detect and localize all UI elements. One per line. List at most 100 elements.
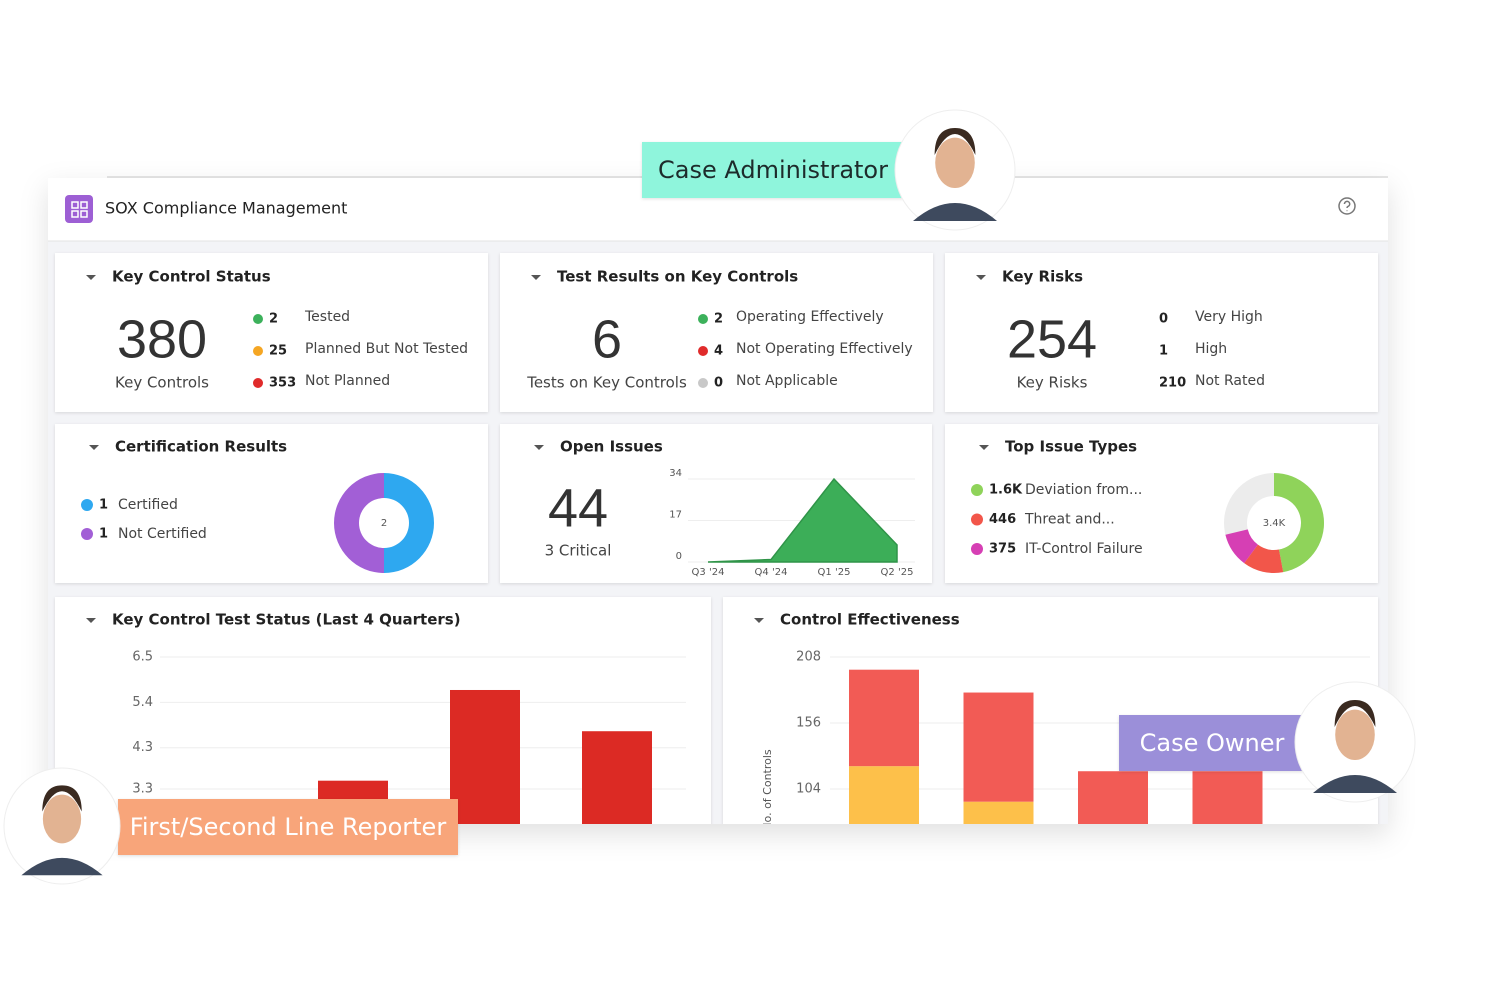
item-label: Not Operating Effectively [736,341,913,357]
legend-dot [698,314,708,324]
donut-segment [334,473,384,573]
y-tick-label: 6.5 [132,650,153,665]
bar-segment [963,801,1034,824]
big-number: 6 [592,309,622,369]
x-tick-label: Q2 '25 [881,567,914,578]
item-count: 2 [269,312,278,327]
collapse-caret [976,275,986,280]
item-count: 1.6K [989,483,1023,498]
bar-segment [1078,845,1148,921]
collapse-caret [531,275,541,280]
item-count: 446 [989,512,1016,527]
avatar-body [1313,775,1397,793]
legend-dot [253,346,263,356]
big-number-label: Key Risks [1017,374,1088,392]
y-tick-label: 34 [669,468,682,479]
panel [500,253,933,412]
donut-center: 3.4K [1263,518,1286,529]
collapse-caret [754,618,764,623]
avatar-hair [1334,700,1376,727]
y-tick-label: 156 [796,716,821,731]
item-label: Not Rated [1195,373,1265,389]
item-label: Very High [1195,309,1263,325]
panel-title: Top Issue Types [1005,438,1137,456]
role-label: Case Owner [1140,729,1285,757]
donut-segment [1244,544,1284,573]
item-count: 1 [99,498,108,513]
item-label: Not Planned [305,373,390,389]
help-glyph [1343,200,1351,212]
legend-dot [253,314,263,324]
x-tick-label: Q4 '24 [755,567,788,578]
item-count: 375 [989,542,1016,557]
bar-segment [849,669,919,767]
item-label: Operating Effectively [736,309,884,325]
panel-title: Key Control Test Status (Last 4 Quarters… [112,611,461,629]
item-count: 0 [714,376,723,391]
panel [723,597,1378,824]
item-label: High [1195,341,1227,357]
big-number: 380 [117,309,207,369]
avatar-body [21,857,103,876]
avatar-head [1335,709,1375,760]
legend-dot [698,378,708,388]
donut-segment [1274,473,1324,573]
help-icon[interactable] [1338,197,1356,215]
bar-segment [849,766,919,824]
y-tick-label: 208 [796,650,821,665]
avatar-hair [934,128,976,155]
item-label: Not Applicable [736,373,838,389]
item-label: Planned But Not Tested [305,341,468,357]
collapse-caret [979,445,989,450]
y-axis-label: No. of Controls [761,749,774,831]
bar-segment [1193,845,1263,921]
item-count: 25 [269,344,287,359]
panel-title: Key Control Status [112,268,271,286]
legend-dot [81,499,93,511]
avatar-body [913,203,997,221]
x-tick-label: Q3 '24 [692,567,725,578]
panel [945,253,1378,412]
legend-dot [698,346,708,356]
donut-segment [384,473,434,573]
big-number-label: Tests on Key Controls [526,374,687,392]
item-count: 1 [1159,344,1168,359]
donut-segment [1225,529,1258,564]
big-number: 254 [1007,309,1097,369]
collapse-caret [86,618,96,623]
item-label: Not Certified [118,526,207,542]
x-tick-label: Q1 '25 [818,567,851,578]
y-tick-label: 17 [669,510,682,521]
bar [582,731,652,824]
role-label: Case Administrator [658,156,888,184]
app-title: SOX Compliance Management [105,199,347,218]
role-badge [1119,715,1305,771]
bar [450,689,520,824]
donut-center: 2 [381,518,387,529]
avatar-hair [42,785,82,812]
panel-title: Test Results on Key Controls [557,268,798,286]
legend-dot [971,513,983,526]
y-tick-label: 0 [676,551,682,562]
app-icon-glyph [71,201,88,218]
big-number: 44 [548,478,608,538]
avatar-head [42,794,82,844]
bar-segment [963,692,1034,802]
item-label: Deviation from... [1025,482,1142,498]
item-label: IT-Control Failure [1025,541,1143,557]
role-badge [642,142,904,198]
y-tick-label: 3.3 [132,781,153,796]
y-tick-label: 4.3 [132,740,153,755]
item-label: Threat and... [1024,512,1115,528]
item-label: Certified [118,497,178,513]
panel-title: Control Effectiveness [780,611,960,629]
item-count: 4 [714,344,723,359]
panel-title: Open Issues [560,438,663,456]
roles: Case Administrator Case Owner First/Second… [3,109,1416,885]
collapse-caret [89,445,99,450]
legend-dot [81,528,93,540]
y-tick-label: 104 [796,782,821,797]
item-count: 210 [1159,376,1186,391]
collapse-caret [534,445,544,450]
item-count: 1 [99,527,108,542]
